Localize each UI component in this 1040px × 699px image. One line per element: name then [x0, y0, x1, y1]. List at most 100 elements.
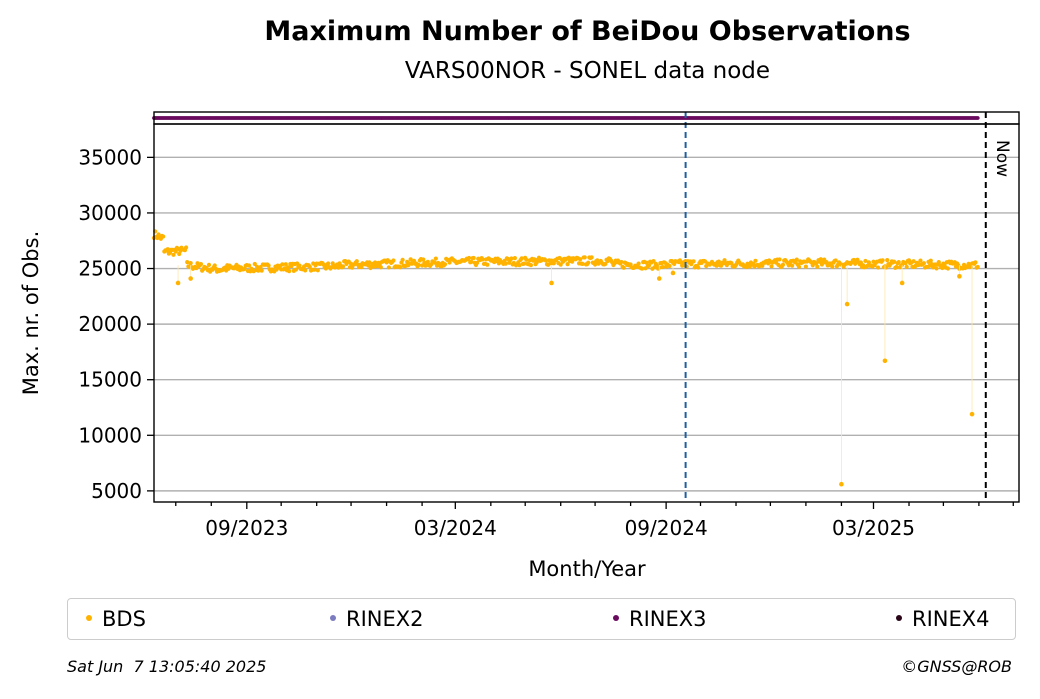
bds-point	[398, 265, 403, 270]
bds-point	[578, 257, 583, 262]
bds-point	[419, 263, 425, 268]
bds-point	[425, 259, 430, 264]
bds-point	[509, 256, 514, 261]
legend-item-rinex4: RINEX4	[896, 599, 990, 641]
y-tick-label: 15000	[78, 368, 142, 392]
bds-point	[696, 265, 701, 270]
bds-point	[442, 262, 448, 267]
axes: 5000 10000 15000 20000 25000 30000 35000 09/202…	[78, 111, 1020, 540]
bds-outlier-point	[656, 276, 662, 281]
bds-point	[769, 264, 774, 269]
bds-outlier-point	[969, 411, 975, 417]
bds-point	[416, 262, 421, 268]
bds-point	[716, 259, 721, 264]
bds-point	[760, 263, 765, 268]
bds-point	[340, 264, 346, 269]
bds-point	[580, 261, 585, 266]
legend: BDS RINEX2 RINEX3 RINEX4	[67, 598, 1016, 640]
bds-point	[885, 258, 890, 263]
bds-series	[151, 229, 980, 487]
bds-point	[246, 263, 252, 268]
bds-point	[532, 257, 537, 262]
bds-point	[285, 265, 291, 270]
bds-dot-icon	[86, 615, 92, 621]
rinex3-track	[152, 116, 980, 120]
rinex3-dot-icon	[613, 615, 619, 621]
bds-point	[819, 262, 825, 267]
bds-point	[161, 234, 166, 239]
legend-label-rinex4: RINEX4	[912, 607, 990, 631]
chart-canvas: 5000 10000 15000 20000 25000 30000 35000 09/202…	[19, 111, 1020, 581]
x-tick-label: 03/2025	[832, 516, 915, 540]
bds-outlier-point	[188, 276, 193, 281]
bds-point	[558, 262, 563, 267]
bds-point	[830, 264, 835, 269]
bds-point	[753, 258, 758, 263]
bds-point	[480, 257, 485, 262]
bds-outlier-point	[844, 301, 850, 307]
bds-outlier-point	[175, 280, 181, 286]
y-tick-label: 35000	[78, 145, 142, 169]
event-markers	[684, 112, 987, 502]
rinex3-point	[975, 116, 980, 120]
bds-point	[863, 258, 868, 264]
bds-point	[378, 265, 383, 270]
bds-point	[259, 268, 264, 273]
bds-point	[928, 258, 933, 263]
bds-point	[447, 260, 452, 265]
bds-point	[283, 262, 288, 267]
bds-point	[780, 262, 786, 267]
bds-point	[206, 262, 212, 267]
y-axis-label: Max. nr. of Obs.	[19, 231, 43, 396]
bds-point	[400, 257, 405, 262]
bds-point	[814, 261, 819, 266]
bds-point	[536, 255, 542, 260]
bds-point	[565, 262, 570, 267]
bds-point	[592, 262, 598, 267]
bds-point	[714, 263, 719, 268]
bds-point	[603, 261, 608, 267]
bds-point	[975, 264, 980, 270]
bds-point	[198, 262, 204, 267]
bds-outlier-point	[882, 358, 888, 364]
bds-point	[524, 257, 529, 262]
bds-point	[297, 263, 302, 268]
bds-point	[266, 263, 271, 268]
x-tick-label: 09/2023	[205, 516, 288, 540]
bds-point	[639, 266, 645, 271]
bds-point	[973, 260, 978, 265]
bds-point	[729, 260, 734, 266]
bds-point	[790, 263, 795, 268]
grid-lines	[154, 156, 1019, 492]
bds-point	[911, 259, 916, 264]
bds-point	[892, 259, 897, 264]
bds-point	[660, 264, 665, 270]
bds-point	[303, 268, 308, 273]
bds-point	[432, 260, 437, 265]
bds-point	[815, 264, 820, 269]
bds-point	[466, 255, 472, 261]
bds-point	[651, 258, 656, 264]
bds-point	[644, 260, 649, 265]
bds-point	[373, 260, 378, 265]
bds-point	[312, 267, 317, 272]
bds-point	[636, 261, 641, 266]
bds-point	[367, 260, 372, 265]
bds-point	[185, 260, 190, 265]
bds-point	[894, 264, 899, 270]
bds-point	[471, 255, 476, 261]
legend-label-rinex3: RINEX3	[629, 607, 707, 631]
bds-point	[280, 262, 285, 267]
bds-point	[866, 260, 872, 265]
bds-point	[918, 258, 923, 263]
bds-point	[519, 256, 524, 261]
bds-outlier-point	[899, 280, 905, 286]
bds-point	[469, 259, 474, 264]
bds-point	[904, 264, 909, 269]
bds-point	[940, 265, 945, 271]
bds-point	[433, 256, 438, 261]
bds-point	[582, 255, 587, 260]
bds-point	[691, 259, 696, 264]
bds-point	[589, 255, 594, 260]
bds-point	[570, 259, 575, 264]
